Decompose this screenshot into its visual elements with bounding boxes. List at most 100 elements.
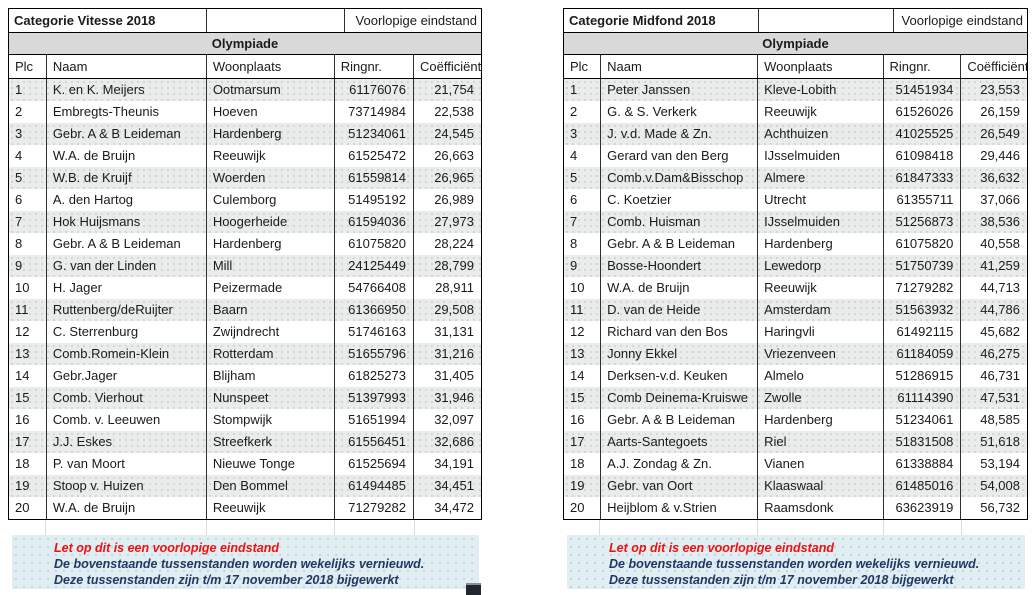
cell-naam: Peter Janssen xyxy=(600,79,757,101)
cell-ringnr: 51397993 xyxy=(333,387,413,409)
cell-naam: Stoop v. Huizen xyxy=(45,475,206,497)
cell-naam: Heijblom & v.Strien xyxy=(600,497,757,519)
cell-ringnr: 61494485 xyxy=(333,475,413,497)
cell-plc: 11 xyxy=(15,302,29,317)
cell-woonplaats: Culemborg xyxy=(205,189,334,211)
cell-woonplaats: Hardenberg xyxy=(757,233,882,255)
cell-naam: Richard van den Bos xyxy=(600,321,757,343)
cell-coefficient: 24,545 xyxy=(413,123,481,145)
table-row: 16 Gebr. A & B Leideman Hardenberg 51234… xyxy=(564,409,1027,431)
cell-ringnr: 61075820 xyxy=(882,233,961,255)
table-row: 13 Jonny Ekkel Vriezenveen 61184059 46,2… xyxy=(564,343,1027,365)
cell-plc: 15 xyxy=(570,390,585,405)
cell-woonplaats: Kleve-Lobith xyxy=(757,79,882,101)
table-row: 18 A.J. Zondag & Zn. Vianen 61338884 53,… xyxy=(564,453,1027,475)
cell-coefficient: 26,989 xyxy=(413,189,481,211)
vitesse-note-box: Let op dit is een voorlopige eindstand D… xyxy=(12,535,481,595)
cell-coefficient: 29,508 xyxy=(413,299,481,321)
cell-woonplaats: Peizermade xyxy=(205,277,334,299)
cell-ringnr: 61492115 xyxy=(882,321,961,343)
cell-coefficient: 28,799 xyxy=(413,255,481,277)
cell-naam: Gebr. A & B Leideman xyxy=(45,233,206,255)
cell-ringnr: 71279282 xyxy=(882,277,961,299)
table-row: 9 Bosse-Hoondert Lewedorp 51750739 41,25… xyxy=(564,255,1027,277)
cell-naam: Comb.Romein-Klein xyxy=(45,343,206,365)
cell-ringnr: 51256873 xyxy=(882,211,961,233)
cell-woonplaats: Klaaswaal xyxy=(757,475,882,497)
cell-coefficient: 27,973 xyxy=(413,211,481,233)
cell-ringnr: 61098418 xyxy=(882,145,961,167)
table-row: 5 Comb.v.Dam&Bisschop Almere 61847333 36… xyxy=(564,167,1027,189)
cell-ringnr: 61526026 xyxy=(882,101,961,123)
title-spacer-cell xyxy=(206,9,344,32)
col-header-coefficient: Coëfficiënt xyxy=(960,55,1027,78)
cell-ringnr: 61594036 xyxy=(333,211,413,233)
cell-coefficient: 34,191 xyxy=(413,453,481,475)
table-row: 1 K. en K. Meijers Ootmarsum 61176076 21… xyxy=(9,79,481,101)
cell-plc: 3 xyxy=(15,126,23,141)
table-row: 13 Comb.Romein-Klein Rotterdam 51655796 … xyxy=(9,343,481,365)
cell-woonplaats: Zwolle xyxy=(757,387,882,409)
cell-woonplaats: Reeuwijk xyxy=(205,145,334,167)
cell-naam: G. van der Linden xyxy=(45,255,206,277)
cell-coefficient: 45,682 xyxy=(960,321,1027,343)
cell-ringnr: 24125449 xyxy=(333,255,413,277)
cell-ringnr: 61559814 xyxy=(333,167,413,189)
vitesse-header-row: Plc Naam Woonplaats Ringnr. Coëfficiënt xyxy=(9,55,481,79)
cell-coefficient: 26,663 xyxy=(413,145,481,167)
cell-woonplaats: Nieuwe Tonge xyxy=(205,453,334,475)
cell-plc: 13 xyxy=(15,346,30,361)
note-line-3: Deze tussenstanden zijn t/m 17 november … xyxy=(609,573,954,587)
cell-woonplaats: Lewedorp xyxy=(757,255,882,277)
cell-plc: 6 xyxy=(15,192,23,207)
cell-ringnr: 61355711 xyxy=(882,189,961,211)
status-label: Voorlopige eindstand xyxy=(344,9,481,32)
cell-naam: Comb. v. Leeuwen xyxy=(45,409,206,431)
cell-plc: 13 xyxy=(570,346,585,361)
table-row: 3 Gebr. A & B Leideman Hardenberg 512340… xyxy=(9,123,481,145)
cell-woonplaats: Riel xyxy=(757,431,882,453)
table-title: Categorie Vitesse 2018 xyxy=(14,13,156,28)
cell-coefficient: 32,097 xyxy=(413,409,481,431)
cell-plc: 5 xyxy=(570,170,578,185)
col-header-naam: Naam xyxy=(45,55,206,78)
cell-naam: W.B. de Kruijf xyxy=(45,167,206,189)
cell-woonplaats: Achthuizen xyxy=(757,123,882,145)
cell-naam: Comb Deinema-Kruiswe xyxy=(600,387,757,409)
cell-naam: Gebr. A & B Leideman xyxy=(600,409,757,431)
cell-naam: Ruttenberg/deRuijter xyxy=(45,299,206,321)
cell-coefficient: 34,472 xyxy=(413,497,481,519)
cell-naam: Embregts-Theunis xyxy=(45,101,206,123)
cell-woonplaats: Woerden xyxy=(205,167,334,189)
cell-coefficient: 44,713 xyxy=(960,277,1027,299)
table-row: 10 W.A. de Bruijn Reeuwijk 71279282 44,7… xyxy=(564,277,1027,299)
cell-ringnr: 51451934 xyxy=(882,79,961,101)
cell-woonplaats: IJsselmuiden xyxy=(757,211,882,233)
table-row: 17 J.J. Eskes Streefkerk 61556451 32,686 xyxy=(9,431,481,453)
cell-coefficient: 31,946 xyxy=(413,387,481,409)
cell-coefficient: 40,558 xyxy=(960,233,1027,255)
cell-woonplaats: Amsterdam xyxy=(757,299,882,321)
gridline-gap-row xyxy=(563,520,1028,535)
cell-plc: 18 xyxy=(15,456,30,471)
cell-coefficient: 37,066 xyxy=(960,189,1027,211)
cell-ringnr: 51563932 xyxy=(882,299,961,321)
cell-ringnr: 51655796 xyxy=(333,343,413,365)
cell-plc: 3 xyxy=(570,126,578,141)
col-header-plc: Plc xyxy=(15,59,34,74)
cell-coefficient: 23,553 xyxy=(960,79,1027,101)
table-row: 15 Comb. Vierhout Nunspeet 51397993 31,9… xyxy=(9,387,481,409)
cell-woonplaats: Haringvli xyxy=(757,321,882,343)
col-header-woonplaats: Woonplaats xyxy=(757,55,882,78)
cell-coefficient: 46,731 xyxy=(960,365,1027,387)
cell-naam: Comb. Huisman xyxy=(600,211,757,233)
table-row: 1 Peter Janssen Kleve-Lobith 51451934 23… xyxy=(564,79,1027,101)
cell-naam: C. Koetzier xyxy=(600,189,757,211)
cell-naam: Hok Huijsmans xyxy=(45,211,206,233)
cell-coefficient: 32,686 xyxy=(413,431,481,453)
table-row: 4 W.A. de Bruijn Reeuwijk 61525472 26,66… xyxy=(9,145,481,167)
col-header-ringnr: Ringnr. xyxy=(333,55,413,78)
cell-ringnr: 61556451 xyxy=(333,431,413,453)
cell-woonplaats: Mill xyxy=(205,255,334,277)
table-row: 6 A. den Hartog Culemborg 51495192 26,98… xyxy=(9,189,481,211)
